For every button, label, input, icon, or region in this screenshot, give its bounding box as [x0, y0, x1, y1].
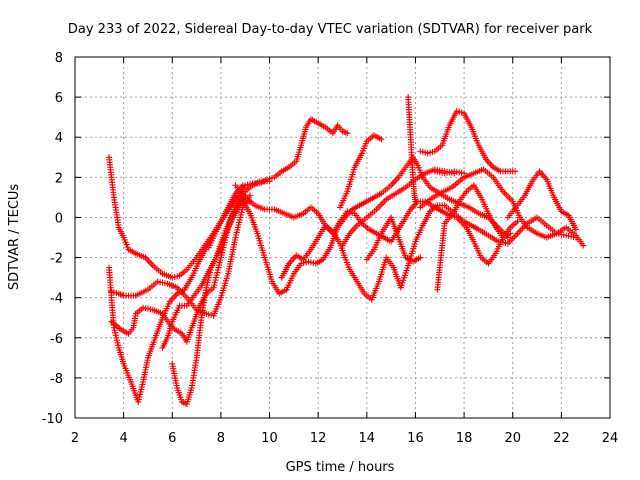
data-point	[344, 130, 351, 137]
data-point	[512, 168, 519, 175]
series-arc-6	[169, 194, 249, 407]
data-point	[417, 254, 424, 261]
x-tick-label: 22	[553, 431, 570, 446]
series-arc-3	[108, 192, 254, 319]
y-tick-label: 2	[55, 171, 63, 186]
grid	[75, 57, 610, 418]
series-arc-16	[417, 108, 519, 175]
series-arc-17	[417, 166, 587, 249]
data-points	[106, 94, 587, 407]
y-tick-label: -2	[50, 252, 63, 267]
x-tick-label: 8	[217, 431, 225, 446]
series-arc-19	[431, 168, 468, 177]
series-arc-10	[278, 202, 579, 303]
series-arc-11	[337, 132, 385, 211]
x-tick-label: 6	[168, 431, 176, 446]
data-point	[572, 226, 579, 233]
y-tick-label: -4	[50, 292, 63, 307]
x-axis-label: GPS time / hours	[286, 460, 395, 475]
x-tick-label: 16	[407, 431, 424, 446]
data-point	[507, 230, 514, 237]
y-tick-label: -6	[50, 332, 63, 347]
data-point	[580, 242, 587, 249]
x-tick-label: 2	[71, 431, 79, 446]
series-arc-14	[405, 94, 419, 205]
data-point	[514, 218, 521, 225]
y-tick-label: 8	[55, 51, 63, 66]
series-arc-18	[504, 168, 579, 233]
y-axis-label: SDTVAR / TECUs	[7, 184, 22, 291]
series-arc-13	[363, 214, 424, 265]
data-point	[378, 136, 385, 143]
series-arc-7	[205, 116, 351, 251]
x-tick-label: 10	[261, 431, 278, 446]
y-tick-label: 0	[55, 211, 63, 226]
y-tick-label: 4	[55, 131, 63, 146]
y-tick-label: -10	[42, 412, 63, 427]
data-point	[461, 170, 468, 177]
data-point	[412, 198, 419, 205]
x-tick-label: 12	[310, 431, 327, 446]
x-tick-label: 24	[602, 431, 619, 446]
chart-title: Day 233 of 2022, Sidereal Day-to-day VTE…	[68, 22, 593, 37]
x-tick-label: 20	[504, 431, 521, 446]
plot-frame	[74, 56, 611, 419]
x-tick-label: 18	[456, 431, 473, 446]
y-tick-label: 6	[55, 91, 63, 106]
x-tick-label: 14	[359, 431, 376, 446]
x-tick-label: 4	[119, 431, 127, 446]
series-arc-15	[434, 182, 514, 293]
y-tick-label: -8	[50, 372, 63, 387]
